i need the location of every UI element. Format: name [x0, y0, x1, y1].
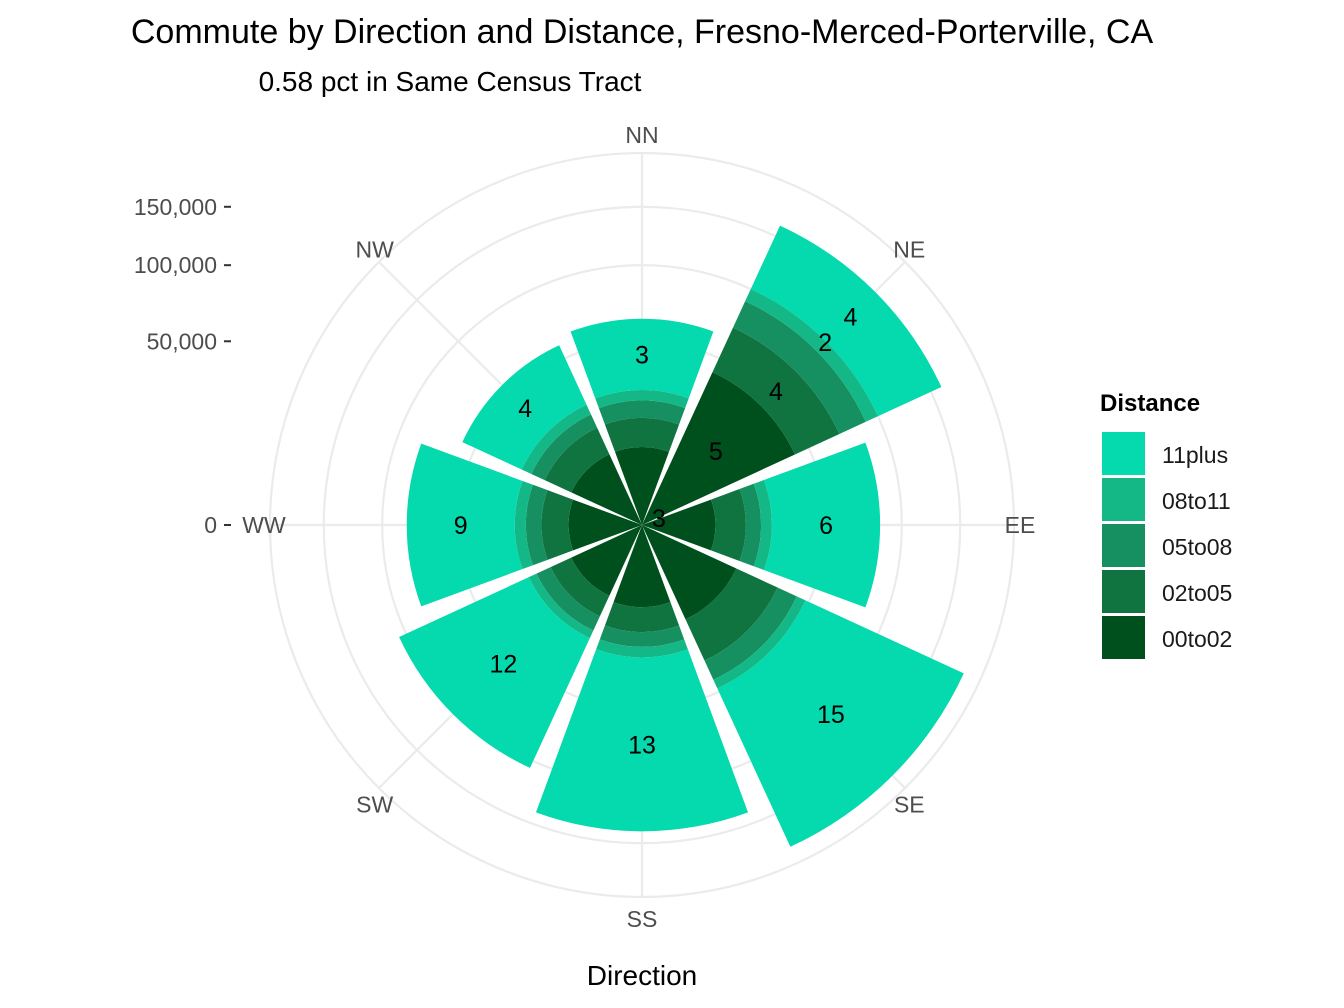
bar-ne-08to11 — [745, 289, 878, 422]
legend-swatch-05to08 — [1102, 524, 1145, 567]
bar-label-se: 15 — [817, 701, 845, 729]
bar-ee-05to08 — [739, 483, 762, 567]
bar-ss-11plus — [535, 649, 749, 832]
bar-ss-02to05 — [604, 602, 680, 633]
bar-ww-02to05 — [541, 490, 574, 560]
bar-se-02to05 — [685, 568, 778, 661]
bar-nw-11plus — [462, 345, 587, 470]
legend-label-05to08: 05to08 — [1162, 534, 1232, 560]
bar-label-nw: 4 — [518, 395, 532, 423]
bar-ww-11plus — [406, 443, 523, 607]
bar-sw-02to05 — [550, 557, 610, 617]
bar-ww-00to02 — [568, 499, 642, 551]
y-axis-ticks: 0 50,000 100,000 150,000 — [134, 194, 231, 538]
chart-subtitle: 0.58 pct in Same Census Tract — [259, 66, 642, 97]
center-label: 3 — [652, 505, 666, 533]
legend-label-02to05: 02to05 — [1162, 580, 1232, 606]
bar-ww-08to11 — [514, 480, 533, 570]
direction-label-se: SE — [894, 791, 925, 817]
bar-sw-00to02 — [571, 525, 642, 596]
bar-sw-11plus — [399, 577, 590, 768]
bar-label-ee: 6 — [819, 512, 833, 540]
direction-label-nn: NN — [625, 122, 658, 148]
bar-ne-02to05 — [712, 327, 840, 455]
legend-title: Distance — [1100, 390, 1200, 417]
bar-nw-02to05 — [544, 427, 610, 493]
bar-se-00to02 — [642, 525, 737, 620]
legend-swatch-00to02 — [1102, 616, 1145, 659]
direction-label-sw: SW — [356, 791, 393, 817]
chart-title: Commute by Direction and Distance, Fresn… — [131, 13, 1154, 51]
bar-label-sw: 12 — [489, 651, 517, 679]
bar-ne-00to02 — [642, 372, 795, 525]
bar-ee-02to05 — [710, 489, 746, 561]
legend-label-00to02: 00to02 — [1162, 626, 1232, 652]
y-tick-label-0: 0 — [204, 512, 217, 538]
bar-ee-11plus — [763, 442, 881, 608]
legend: Distance 11plus 08to11 05to08 02to05 00to02 — [1100, 390, 1232, 659]
bar-nn-02to05 — [604, 417, 680, 452]
legend-label-11plus: 11plus — [1162, 442, 1228, 468]
bar-ww-05to08 — [525, 484, 548, 566]
y-tick-label-2: 100,000 — [134, 252, 217, 278]
bar-sw-08to11 — [528, 573, 594, 639]
bar-se-11plus — [717, 600, 964, 847]
bar-se-05to08 — [704, 587, 797, 680]
bar-ee-00to02 — [642, 499, 716, 551]
legend-swatch-08to11 — [1102, 478, 1145, 521]
legend-swatch-02to05 — [1102, 570, 1145, 613]
bar-label-ne-2: 4 — [769, 378, 783, 406]
bar-ss-00to02 — [613, 525, 671, 608]
bar-nn-00to02 — [615, 447, 669, 525]
y-tick-label-3: 150,000 — [134, 194, 217, 220]
direction-label-ee: EE — [1005, 512, 1036, 538]
direction-label-ww: WW — [242, 512, 286, 538]
bar-ne-05to08 — [733, 301, 866, 434]
bar-label-ne-0: 4 — [843, 304, 857, 332]
bar-nw-05to08 — [531, 414, 598, 481]
bar-se-08to11 — [713, 596, 806, 689]
bars — [399, 225, 964, 847]
direction-labels: NN NE EE SE SS SW WW NW — [242, 122, 1035, 932]
x-axis-title: Direction — [587, 960, 697, 991]
bar-nn-08to11 — [595, 389, 689, 409]
bar-label-ne-1: 2 — [818, 329, 832, 357]
legend-swatch-11plus — [1102, 432, 1145, 475]
bar-nw-08to11 — [521, 404, 591, 474]
bar-nw-00to02 — [571, 454, 642, 525]
direction-label-nw: NW — [356, 237, 395, 263]
bar-label-nn: 3 — [635, 341, 649, 369]
bar-ee-08to11 — [753, 480, 772, 570]
bar-label-ss: 13 — [628, 731, 656, 759]
bar-label-ww: 9 — [454, 512, 468, 540]
bar-ss-08to11 — [596, 639, 688, 658]
bar-sw-05to08 — [536, 567, 600, 631]
bar-ss-05to08 — [599, 625, 685, 647]
bar-ne-11plus — [750, 225, 942, 417]
y-tick-label-1: 50,000 — [147, 328, 217, 354]
bar-nn-05to08 — [598, 400, 686, 425]
direction-label-ne: NE — [893, 237, 925, 263]
bar-label-ne-3: 5 — [709, 438, 723, 466]
bar-nn-11plus — [570, 318, 714, 399]
direction-label-ss: SS — [627, 906, 658, 932]
legend-label-08to11: 08to11 — [1162, 488, 1231, 514]
